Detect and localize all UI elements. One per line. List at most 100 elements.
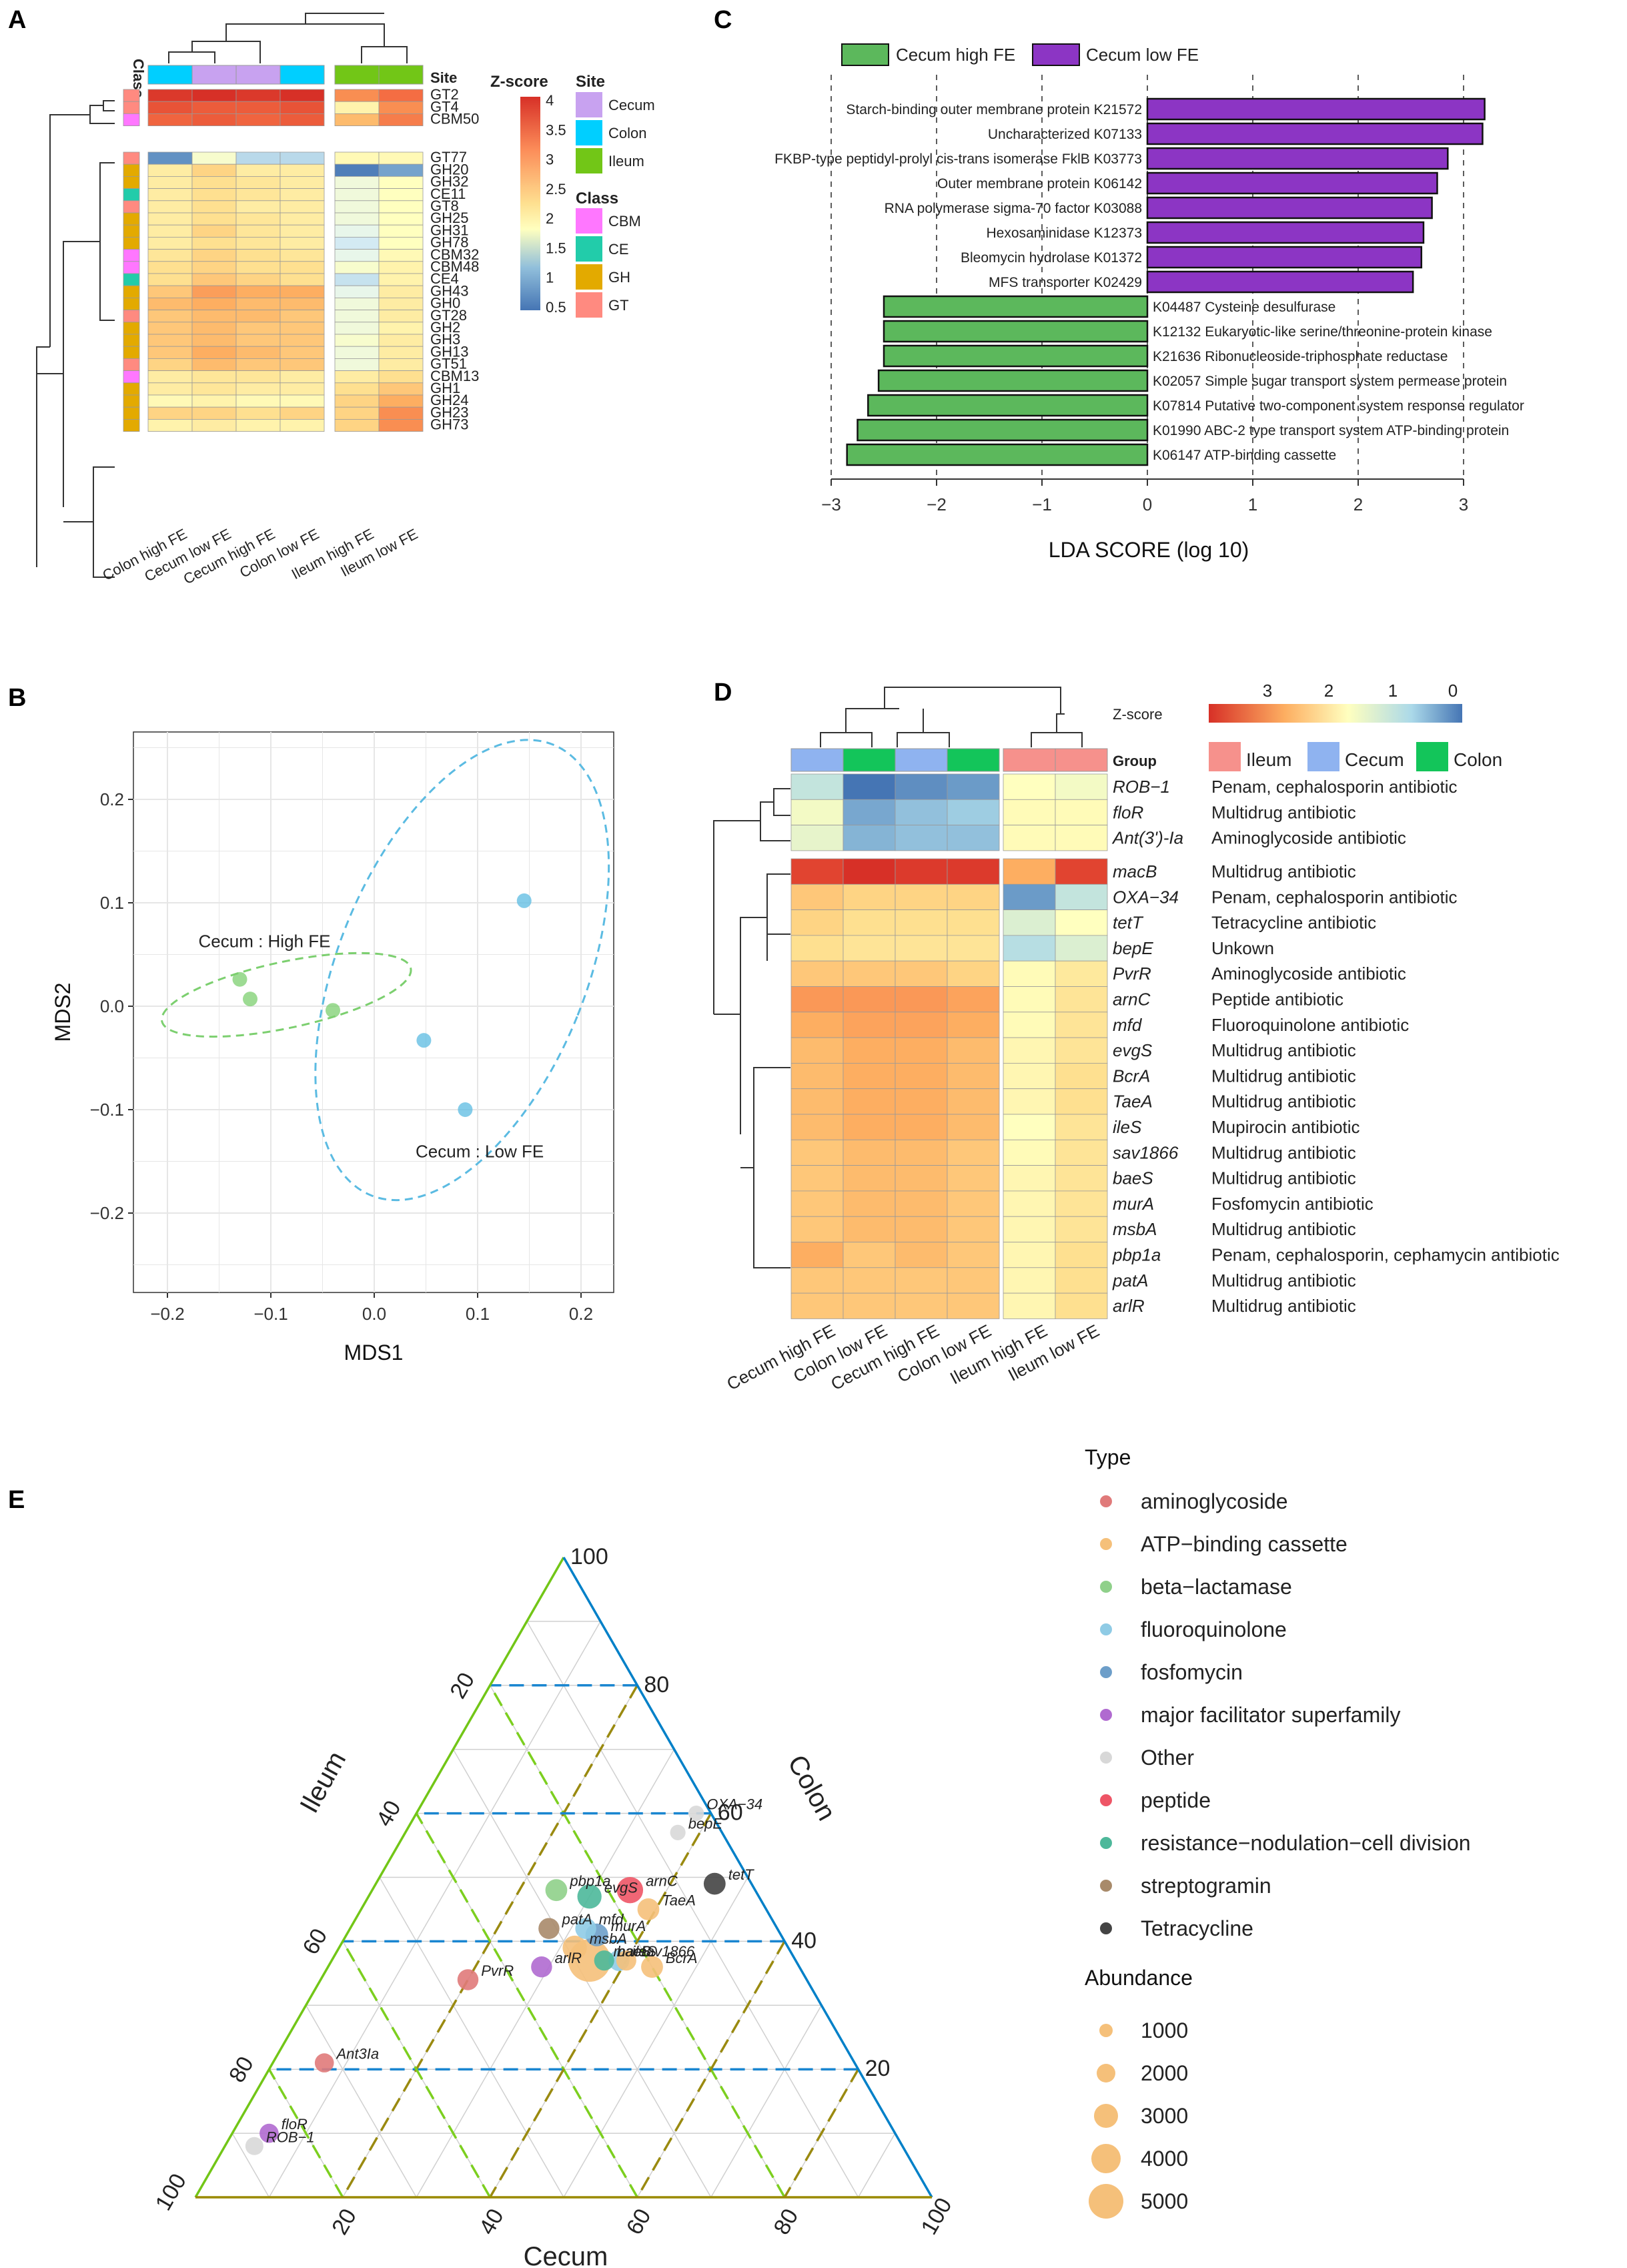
ternary-grid-ileum — [267, 2068, 344, 2198]
ternary-frame — [194, 1557, 933, 2199]
row-label: GT77 — [430, 149, 467, 165]
heat-cell-d — [790, 1190, 844, 1217]
ileum-tick: 20 — [445, 1668, 480, 1703]
site-legend-label: Colon — [608, 125, 646, 141]
class-legend-label: GT — [608, 297, 629, 314]
heat-cell — [191, 346, 237, 359]
heat-cell — [378, 297, 424, 310]
heat-cell — [378, 310, 424, 323]
heat-cell-d — [895, 825, 948, 851]
ileum-tick: 100 — [151, 2169, 191, 2215]
heat-cell-d — [790, 1292, 844, 1319]
class-cell — [123, 334, 140, 347]
lda-bar — [883, 320, 1149, 343]
heat-cell-d — [790, 773, 844, 800]
type-legend-label: aminoglycoside — [1141, 1489, 1288, 1513]
ileum-tick: 40 — [372, 1796, 406, 1831]
class-cell — [123, 163, 140, 177]
heat-cell — [147, 261, 193, 274]
gene-label: floR — [1113, 802, 1143, 822]
heat-cell-d — [790, 1165, 844, 1192]
mds-series-label: Cecum : High FE — [199, 931, 331, 952]
heat-cell-d — [790, 1242, 844, 1268]
colon-tick: 60 — [718, 1800, 743, 1826]
heat-cell-d — [1003, 1063, 1056, 1090]
heat-cell — [235, 249, 281, 262]
heat-cell — [191, 175, 237, 189]
heat-cell — [280, 358, 325, 372]
mds-series-label: Cecum : Low FE — [416, 1141, 544, 1161]
group-swatch — [1307, 742, 1339, 771]
heat-cell-d — [1055, 799, 1108, 826]
ternary-point-label: PvrR — [481, 1962, 514, 1979]
heat-cell-d — [1003, 1216, 1056, 1242]
heat-cell-d — [1055, 1216, 1108, 1242]
heat-cell-d — [947, 1165, 1000, 1192]
class-legend-label: GH — [608, 269, 630, 286]
site-cell — [378, 65, 424, 85]
mds-point — [232, 972, 247, 987]
heat-cell-d — [790, 1063, 844, 1090]
group-swatch — [1416, 742, 1448, 771]
site-cell — [235, 65, 281, 85]
gene-label: msbA — [1113, 1219, 1157, 1239]
mds-xtick-label: −0.1 — [253, 1304, 288, 1324]
ternary-point-label: pbp1a — [569, 1873, 610, 1890]
zscore-tick: 1.5 — [546, 240, 566, 256]
heat-cell — [147, 406, 193, 420]
heat-cell — [147, 419, 193, 432]
lda-bar — [1146, 246, 1423, 269]
heat-cell-d — [843, 858, 896, 885]
heat-cell — [334, 285, 380, 298]
heat-cell — [235, 310, 281, 323]
heat-cell — [191, 188, 237, 202]
zscore-colorbar — [520, 97, 540, 310]
heat-cell — [334, 224, 380, 238]
heat-cell — [191, 358, 237, 372]
heat-cell-d — [790, 1114, 844, 1140]
ternary-point-label: BcrA — [666, 1950, 698, 1966]
ternary-point — [575, 1918, 596, 1939]
gene-description: Aminoglycoside antibiotic — [1211, 964, 1406, 984]
ternary-point-label: arlR — [555, 1950, 582, 1966]
gene-label: BcrA — [1113, 1066, 1150, 1086]
heat-cell — [191, 236, 237, 250]
class-cell — [123, 188, 140, 202]
heat-cell — [191, 224, 237, 238]
gene-description: Aminoglycoside antibiotic — [1211, 828, 1406, 848]
heat-cell-d — [947, 773, 1000, 800]
heat-cell — [191, 163, 237, 177]
heatmap-cells-d — [790, 773, 1108, 1319]
panel-d-label: D — [714, 679, 732, 707]
heat-cell — [191, 89, 237, 102]
heat-cell — [235, 236, 281, 250]
lda-bar-label: Bleomycin hydrolase K01372 — [961, 250, 1142, 266]
type-legend-dot — [1100, 1752, 1112, 1764]
heat-cell — [280, 382, 325, 396]
class-cell — [123, 101, 140, 114]
ternary-point — [538, 1918, 560, 1939]
heat-cell — [191, 101, 237, 114]
heat-cell — [334, 394, 380, 408]
ternary-point — [594, 1950, 614, 1971]
gene-description: Multidrug antibiotic — [1211, 1270, 1356, 1290]
ternary-grid-minor — [305, 2004, 417, 2198]
class-swatch — [576, 236, 602, 262]
heatmap-cells — [147, 89, 424, 432]
heat-cell-d — [790, 1139, 844, 1166]
heat-cell-d — [947, 1012, 1000, 1038]
heat-cell — [378, 358, 424, 372]
row-label: GH73 — [430, 416, 468, 433]
panel-a-label: A — [8, 6, 26, 34]
class-swatch — [576, 208, 602, 234]
zscore-legend-title-d: Z-score — [1113, 706, 1163, 723]
group-legend-label: Ileum — [1246, 749, 1291, 770]
heat-cell — [235, 334, 281, 347]
row-label: CBM13 — [430, 368, 479, 384]
colon-tick: 100 — [570, 1544, 608, 1569]
colon-tick: 20 — [865, 2056, 891, 2081]
heat-cell-d — [895, 1088, 948, 1115]
ternary-grid-cecum — [783, 2068, 860, 2198]
lda-tick-label: −2 — [927, 494, 947, 514]
heat-cell-d — [1003, 1190, 1056, 1217]
